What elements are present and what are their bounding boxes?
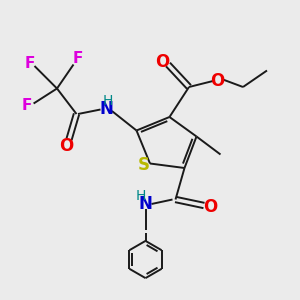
Text: O: O <box>155 52 169 70</box>
Text: F: F <box>73 51 83 66</box>
Text: N: N <box>139 195 152 213</box>
Text: F: F <box>22 98 32 112</box>
Text: N: N <box>100 100 113 118</box>
Text: O: O <box>203 198 217 216</box>
Text: O: O <box>210 72 225 90</box>
Text: H: H <box>103 94 113 108</box>
Text: S: S <box>138 156 150 174</box>
Text: O: O <box>59 136 73 154</box>
Text: F: F <box>25 56 35 70</box>
Text: H: H <box>136 190 146 203</box>
